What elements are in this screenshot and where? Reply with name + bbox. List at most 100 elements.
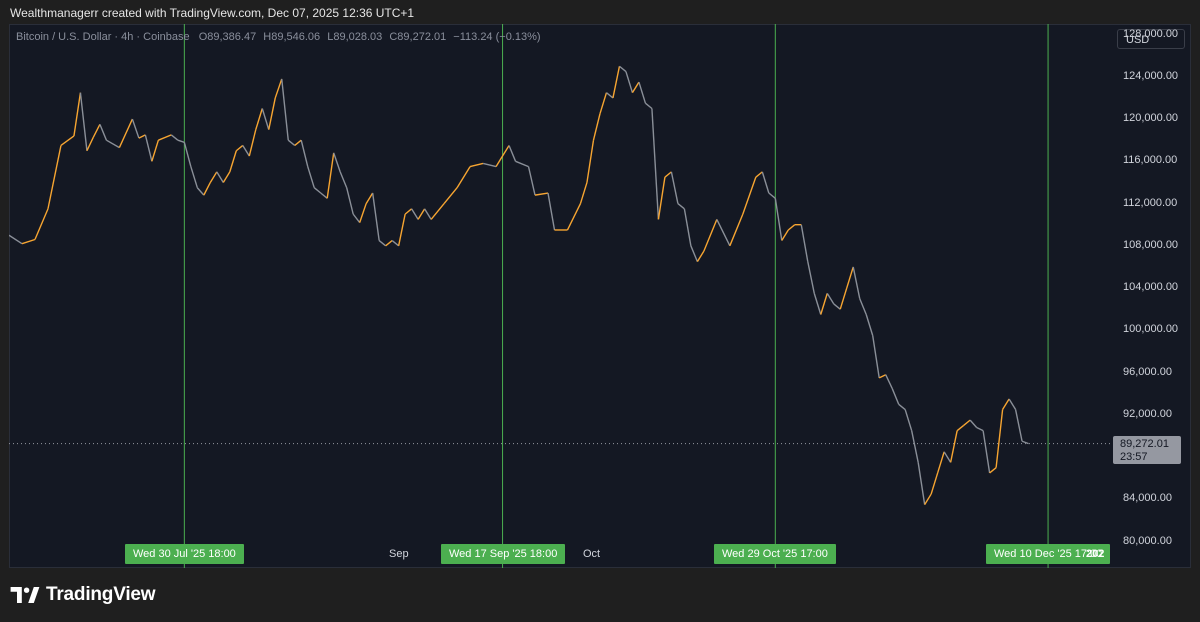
price-segment	[1008, 398, 1017, 410]
price-segment	[138, 134, 146, 139]
date-marker-label: Wed 10 Dec '25 17:00	[986, 544, 1111, 564]
tradingview-logo[interactable]: TradingView	[10, 584, 156, 606]
price-segment	[612, 66, 621, 99]
price-segment	[501, 145, 510, 157]
price-segment	[891, 388, 900, 405]
price-segment	[976, 426, 984, 432]
price-segment	[898, 403, 906, 411]
price-segment	[60, 135, 75, 147]
price-segment	[995, 409, 1004, 468]
legend-close-label: C	[389, 31, 398, 43]
price-segment	[1014, 409, 1023, 442]
price-segment	[235, 144, 244, 152]
price-segment	[865, 314, 874, 336]
price-segment	[820, 293, 828, 315]
time-tick-label: 202	[1086, 548, 1105, 560]
legend-close-value: 89,272.01	[397, 31, 447, 43]
price-segment	[625, 71, 634, 93]
price-segment	[651, 108, 660, 220]
legend-open-value: 89,386.47	[207, 31, 257, 43]
last-price-value: 89,272.01	[1120, 438, 1169, 450]
price-segment	[852, 266, 861, 299]
price-chart[interactable]	[9, 24, 1113, 568]
price-segment	[482, 162, 497, 168]
price-segment	[242, 145, 250, 157]
tradingview-logo-icon	[10, 587, 40, 603]
price-tick-label: 84,000.00	[1123, 492, 1172, 504]
date-marker-label: Wed 17 Sep '25 18:00	[441, 544, 566, 564]
price-segment	[86, 136, 95, 152]
price-segment	[638, 81, 647, 104]
price-segment	[742, 176, 757, 215]
price-segment	[872, 335, 880, 378]
price-segment	[936, 451, 945, 474]
currency-selector[interactable]: USD	[1117, 29, 1185, 49]
price-segment	[534, 192, 549, 196]
price-segment	[599, 92, 608, 114]
price-segment	[943, 451, 952, 463]
price-segment	[826, 292, 835, 305]
price-segment	[268, 97, 276, 130]
time-tick-label: Sep	[389, 548, 409, 560]
price-tick-label: 116,000.00	[1123, 154, 1178, 166]
price-segment	[456, 166, 471, 189]
price-segment	[248, 129, 257, 157]
price-segment	[657, 177, 666, 220]
price-segment	[79, 92, 88, 151]
price-segment	[151, 139, 160, 162]
price-tick-label: 104,000.00	[1123, 281, 1179, 293]
price-segment	[924, 493, 932, 505]
price-segment	[424, 208, 432, 220]
price-segment	[158, 134, 172, 141]
price-segment	[371, 192, 380, 241]
price-segment	[579, 182, 588, 204]
price-segment	[1002, 398, 1010, 410]
price-segment	[417, 208, 426, 220]
price-segment	[781, 229, 789, 241]
date-marker-lines	[183, 24, 1049, 568]
price-tick-label: 120,000.00	[1123, 112, 1179, 124]
price-segment	[144, 134, 153, 162]
price-tick-label: 124,000.00	[1123, 70, 1179, 82]
price-segment	[92, 124, 101, 138]
price-segment	[644, 102, 653, 110]
price-segment	[346, 187, 354, 215]
price-segment	[690, 245, 699, 262]
price-segment	[619, 65, 627, 73]
price-segment	[216, 171, 224, 183]
price-segment	[846, 266, 854, 289]
price-segment	[982, 430, 991, 474]
price-tick-label: 80,000.00	[1123, 535, 1172, 547]
price-segment	[774, 198, 783, 241]
price-segment	[515, 160, 529, 168]
price-segment	[547, 192, 556, 231]
legend-low-value: 89,028.03	[333, 31, 383, 43]
price-segment	[21, 238, 36, 245]
price-series	[9, 65, 1029, 505]
price-segment	[326, 152, 335, 199]
price-segment	[859, 298, 867, 315]
price-segment	[255, 108, 263, 130]
price-segment	[352, 213, 361, 224]
price-segment	[904, 409, 913, 431]
price-segment	[229, 150, 237, 173]
price-tick-label: 128,000.00	[1123, 28, 1179, 40]
price-segment	[378, 240, 387, 247]
price-segment	[956, 424, 965, 432]
legend-low-label: L	[327, 31, 334, 43]
price-segment	[696, 250, 705, 263]
price-segment	[183, 142, 192, 167]
price-segment	[670, 171, 679, 204]
symbol-legend[interactable]: Bitcoin / U.S. Dollar · 4h · Coinbase O8…	[16, 31, 541, 43]
price-segment	[281, 78, 289, 141]
price-segment	[703, 219, 718, 252]
price-segment	[813, 293, 822, 315]
price-segment	[47, 145, 62, 209]
price-segment	[969, 419, 978, 428]
price-segment	[397, 213, 406, 246]
price-segment	[729, 213, 744, 247]
price-segment	[313, 187, 322, 194]
price-segment	[170, 134, 179, 141]
price-segment	[391, 240, 400, 247]
price-segment	[787, 224, 796, 231]
